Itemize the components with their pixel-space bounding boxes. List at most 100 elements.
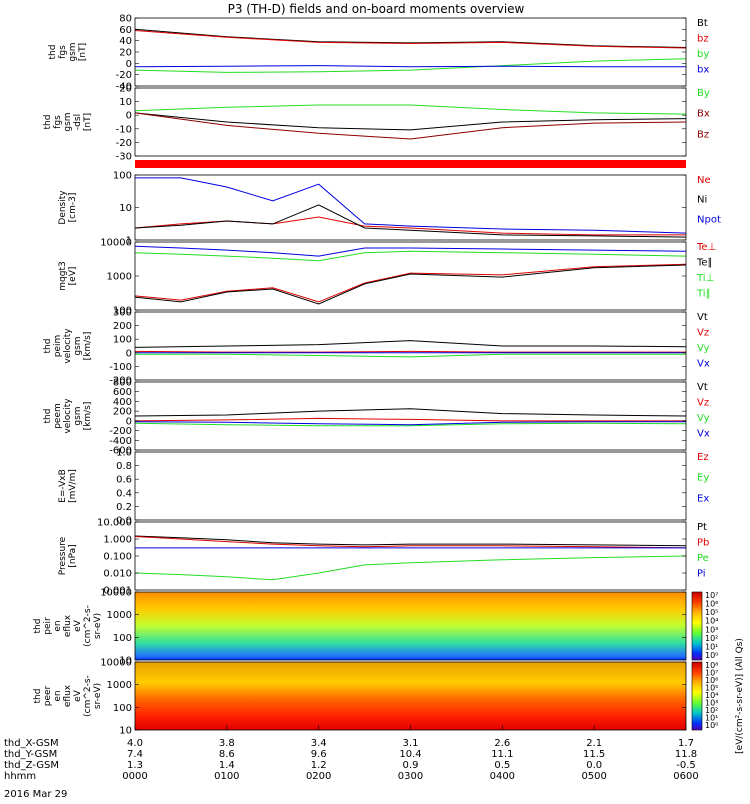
colorbar-tick-label: 10² xyxy=(705,634,718,643)
x-tick-label: 3.4 xyxy=(311,738,327,749)
y-axis-label: Density xyxy=(58,190,68,225)
legend-Te∥: Te∥ xyxy=(696,258,713,269)
y-axis-label: -dsl xyxy=(73,114,83,130)
y-axis-label: peir xyxy=(43,617,53,635)
series-peem_velocity-Vt xyxy=(134,408,687,417)
panel-frame xyxy=(134,451,687,521)
y-tick-label: 300 xyxy=(113,308,132,319)
y-tick-label: 10 xyxy=(119,656,132,667)
date-label: 2016 Mar 29 xyxy=(4,789,67,800)
y-axis-label: velocity xyxy=(63,328,73,364)
y-tick-label: 1000 xyxy=(107,272,132,283)
x-tick-label: 11.8 xyxy=(675,749,697,760)
series-density-Ne xyxy=(134,216,686,236)
y-tick-label: 10 xyxy=(119,726,132,737)
series-mom_temperature-Te⊥ xyxy=(134,263,687,303)
x-tick-label: 0400 xyxy=(490,771,515,782)
y-axis-label: sr-eV) xyxy=(93,613,103,639)
y-tick-label: 1000 xyxy=(107,680,132,691)
series-mom_temperature-Ti⊥ xyxy=(134,245,687,257)
legend-Bx: Bx xyxy=(697,109,710,120)
y-tick-label: 100 xyxy=(113,335,132,346)
legend-by: by xyxy=(697,49,709,60)
y-tick-label: 0.8 xyxy=(116,461,132,472)
legend-Vy: Vy xyxy=(697,343,710,354)
legend-Vx: Vx xyxy=(697,359,710,370)
spectrogram-peer_en_eflux xyxy=(135,662,686,730)
legend-bx: bx xyxy=(697,65,709,76)
colorbar-tick-label: 10⁰ xyxy=(705,721,718,730)
colorbar-tick-label: 10⁸ xyxy=(705,661,718,670)
y-axis-label: (cm^2-s- xyxy=(83,605,93,647)
series-fgs_gsm_dsl-By xyxy=(134,104,687,115)
colorbar-tick-label: 10⁴ xyxy=(705,691,718,700)
x-tick-label: 4.0 xyxy=(127,738,143,749)
series-peem_velocity-Vy xyxy=(134,422,687,427)
x-tick-label: 10.4 xyxy=(399,749,421,760)
series-peem_velocity-Vz xyxy=(134,417,686,422)
panel-efield: 1.0 0.8 0.6 0.4 0.2 0.0 E=-VxB [mV/m] Ez Ey Ex xyxy=(58,448,709,527)
y-axis-label: gsm xyxy=(63,112,73,131)
legend-Vy: Vy xyxy=(697,413,710,424)
x-tick-label: 1.7 xyxy=(678,738,694,749)
y-tick-label: 1.0 xyxy=(116,448,132,459)
legend-Ni: Ni xyxy=(697,195,707,206)
x-tick-label: 2.1 xyxy=(586,738,602,749)
y-tick-label: 1 xyxy=(126,236,132,247)
y-axis-label: [nPa] xyxy=(68,544,78,567)
y-axis-label: peim xyxy=(53,335,63,358)
y-tick-label: 10 xyxy=(119,97,132,108)
y-axis-label: [nT] xyxy=(78,43,88,61)
series-pressure-Pe xyxy=(134,555,687,581)
legend-Vx: Vx xyxy=(697,429,710,440)
y-tick-label: 200 xyxy=(113,321,132,332)
colorbar-tick-label: 10³ xyxy=(705,699,718,708)
legend-Vz: Vz xyxy=(697,398,709,409)
x-tick-label: 0100 xyxy=(214,771,239,782)
time-axis: thd_X-GSM 4.0 3.8 3.4 3.1 2.6 2.1 1.7 thd_Y-GSM 7… xyxy=(4,725,699,782)
y-axis-label: en xyxy=(53,690,63,701)
y-tick-label: 0.6 xyxy=(116,475,132,486)
y-axis-label: thd xyxy=(33,619,43,634)
x-axis-row-label: thd_Y-GSM xyxy=(4,749,57,760)
x-tick-label: 0300 xyxy=(398,771,423,782)
y-axis-label: [eV] xyxy=(68,267,78,286)
series-density-Ni xyxy=(134,204,687,238)
y-axis-label: eV xyxy=(73,689,83,702)
y-tick-label: 40 xyxy=(119,36,132,47)
series-pressure-Pb xyxy=(134,536,687,549)
y-axis-label: E=-VxB xyxy=(58,469,68,503)
colorbar-tick-label: 10⁶ xyxy=(705,600,718,609)
y-tick-label: -40 xyxy=(116,82,132,93)
legend-Ey: Ey xyxy=(697,473,709,484)
y-tick-label: 1000 xyxy=(107,610,132,621)
series-density-Npot xyxy=(135,177,687,234)
y-axis-label: thd xyxy=(43,339,53,354)
colorbar-tick-label: 10⁵ xyxy=(705,608,718,617)
y-tick-label: 0.010 xyxy=(103,569,132,580)
colorbar-tick-label: 10² xyxy=(705,706,718,715)
series-fgs_gsm-bx xyxy=(134,65,686,68)
y-tick-label: -400 xyxy=(109,436,132,447)
spectrogram-peir_en_eflux xyxy=(135,592,686,660)
y-axis-label: mqgt3 xyxy=(58,261,68,290)
x-tick-label: 0600 xyxy=(673,771,698,782)
y-tick-label: 400 xyxy=(113,397,132,408)
y-tick-label: 0 xyxy=(126,348,132,359)
panel-frame xyxy=(134,381,687,451)
y-tick-label: 10000 xyxy=(100,588,132,599)
series-peem_velocity-Vx xyxy=(134,421,686,426)
y-tick-label: -20 xyxy=(116,70,132,81)
mode-bar xyxy=(135,160,686,168)
y-axis-label: Pressure xyxy=(58,536,68,575)
x-tick-label: 8.6 xyxy=(219,749,235,760)
series-fgs_gsm-bz xyxy=(134,30,687,49)
panel-frame xyxy=(134,311,687,381)
panel-frame xyxy=(134,87,687,157)
y-axis-label: [nT] xyxy=(83,113,93,131)
x-axis-row-label: hhmm xyxy=(4,771,36,782)
